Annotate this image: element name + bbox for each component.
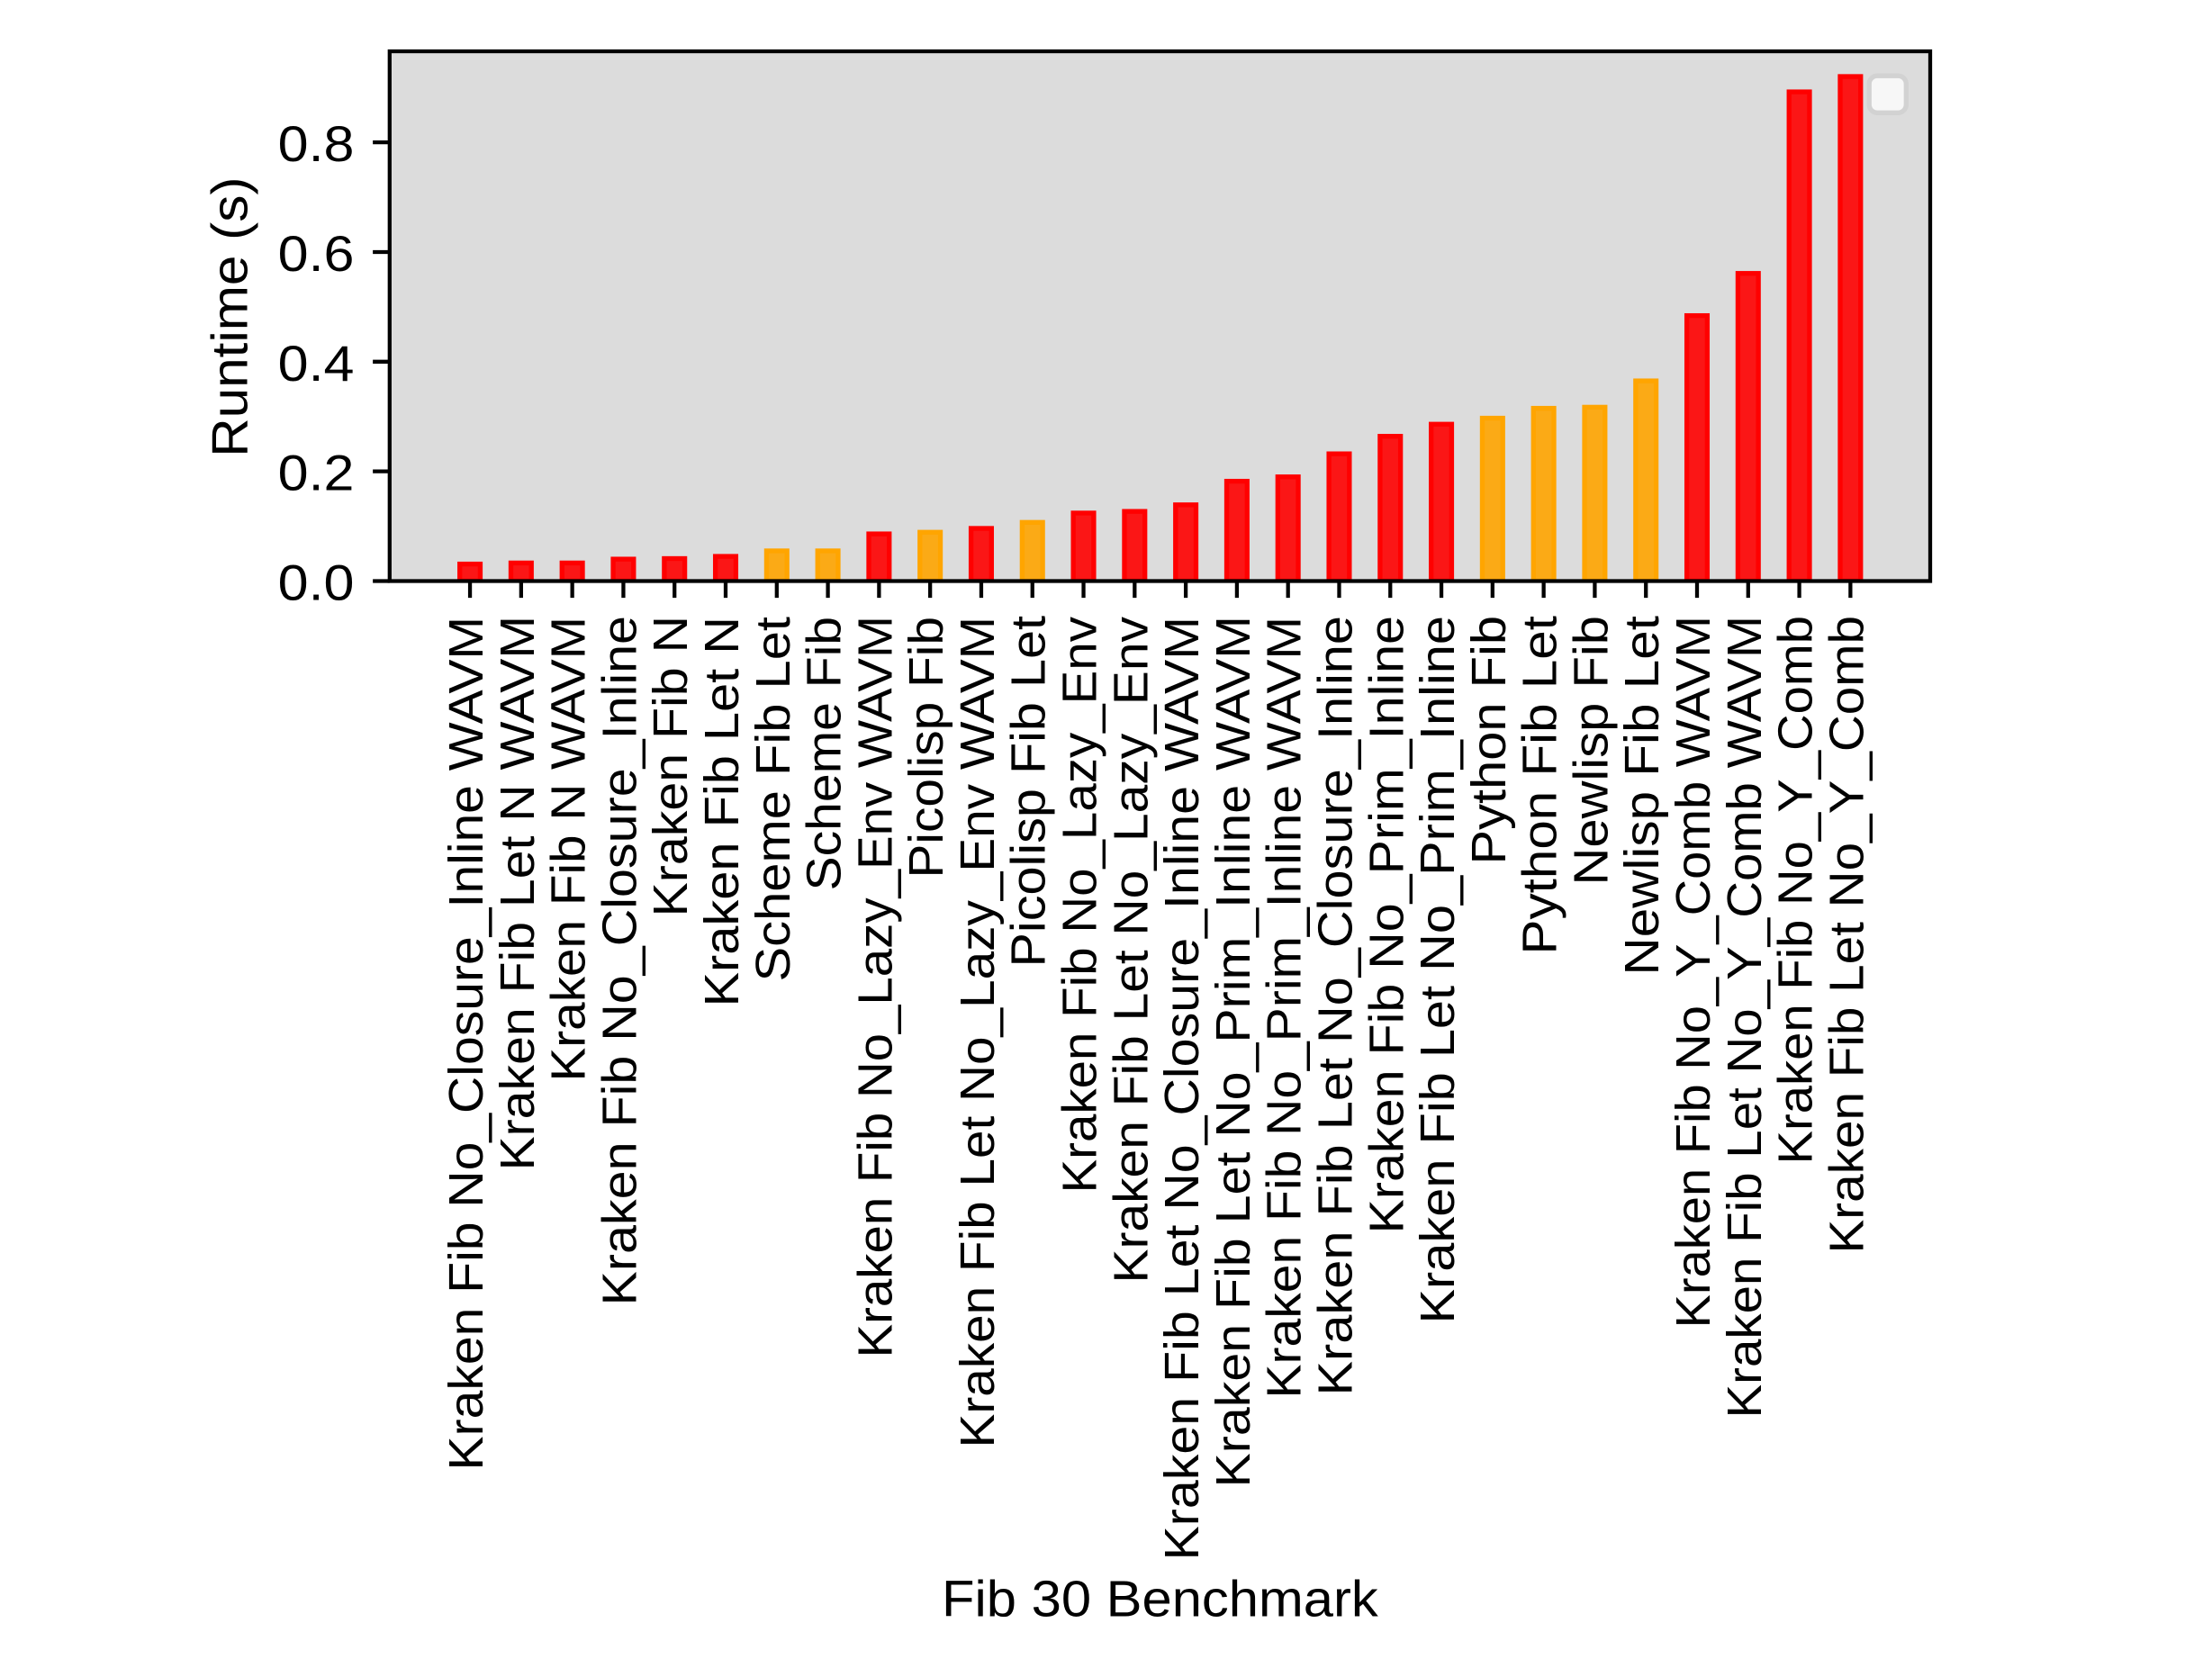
svg-text:Python Fib: Python Fib	[1463, 616, 1516, 865]
svg-text:0.4: 0.4	[278, 335, 355, 392]
svg-text:Kraken Fib No_Y_Comb WAVM: Kraken Fib No_Y_Comb WAVM	[1667, 616, 1720, 1329]
svg-text:Newlisp Fib Let: Newlisp Fib Let	[1616, 616, 1669, 976]
svg-text:Kraken Fib No_Prim_Inline WAVM: Kraken Fib No_Prim_Inline WAVM	[1259, 617, 1312, 1399]
svg-text:Kraken Fib No_Lazy_Env: Kraken Fib No_Lazy_Env	[1054, 617, 1107, 1194]
svg-text:Kraken Fib Let No_Closure_Inli: Kraken Fib Let No_Closure_Inline	[1309, 616, 1362, 1396]
svg-text:Scheme Fib: Scheme Fib	[799, 617, 852, 891]
svg-text:Kraken Fib Let No_Prim_Inline: Kraken Fib Let No_Prim_Inline	[1412, 616, 1465, 1324]
svg-text:Picolisp Fib: Picolisp Fib	[900, 617, 953, 879]
svg-text:Kraken Fib No_Prim_Inline: Kraken Fib No_Prim_Inline	[1360, 616, 1413, 1234]
svg-text:Kraken Fib Let No_Lazy_Env WAV: Kraken Fib Let No_Lazy_Env WAVM	[952, 617, 1005, 1448]
svg-text:Kraken Fib Let No_Lazy_Env: Kraken Fib Let No_Lazy_Env	[1105, 617, 1158, 1284]
svg-text:0.2: 0.2	[278, 445, 355, 501]
svg-text:Picolisp Fib Let: Picolisp Fib Let	[1003, 616, 1056, 968]
svg-text:Kraken Fib No_Lazy_Env WAVM: Kraken Fib No_Lazy_Env WAVM	[849, 616, 902, 1358]
svg-text:Kraken Fib N: Kraken Fib N	[645, 616, 698, 917]
svg-text:Python Fib Let: Python Fib Let	[1514, 616, 1567, 955]
svg-text:Kraken Fib Let No_Y_Comb: Kraken Fib Let No_Y_Comb	[1820, 616, 1873, 1254]
svg-text:Newlisp Fib: Newlisp Fib	[1565, 616, 1618, 886]
svg-text:0.0: 0.0	[278, 555, 355, 611]
svg-text:Kraken Fib Let No_Y_Comb WAVM: Kraken Fib Let No_Y_Comb WAVM	[1719, 616, 1772, 1419]
svg-text:Kraken Fib No_Closure_Inline W: Kraken Fib No_Closure_Inline WAVM	[440, 617, 493, 1471]
svg-text:0.8: 0.8	[278, 115, 355, 172]
svg-text:Kraken Fib No_Y_Comb: Kraken Fib No_Y_Comb	[1770, 616, 1823, 1165]
svg-text:Kraken Fib No_Closure_Inline: Kraken Fib No_Closure_Inline	[593, 616, 646, 1306]
svg-text:Fib 30 Benchmark: Fib 30 Benchmark	[942, 1571, 1378, 1627]
svg-text:Kraken Fib N WAVM: Kraken Fib N WAVM	[543, 617, 596, 1082]
svg-text:Kraken Fib Let No_Prim_Inline: Kraken Fib Let No_Prim_Inline WAVM	[1207, 616, 1260, 1488]
svg-text:Kraken Fib Let N WAVM: Kraken Fib Let N WAVM	[492, 616, 545, 1171]
svg-text:Kraken Fib Let N: Kraken Fib Let N	[696, 617, 749, 1007]
svg-text:0.6: 0.6	[278, 225, 355, 282]
svg-text:Kraken Fib Let No_Closure_Inli: Kraken Fib Let No_Closure_Inline WAVM	[1156, 617, 1209, 1561]
svg-text:Runtime (s): Runtime (s)	[202, 177, 258, 457]
svg-text:Scheme Fib Let: Scheme Fib Let	[747, 617, 800, 982]
